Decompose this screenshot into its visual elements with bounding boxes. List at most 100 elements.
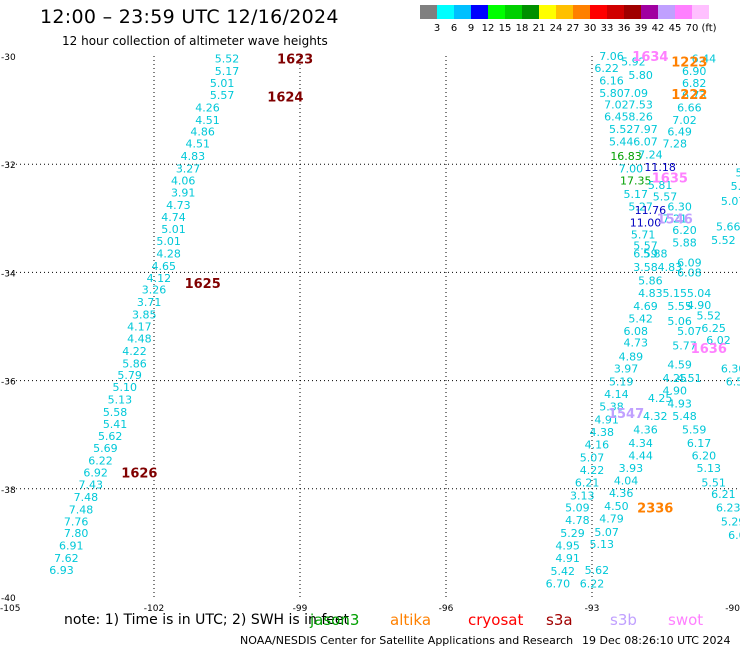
wave-height-value: 4.90 <box>687 299 712 312</box>
wave-height-value: 6.73 <box>682 89 707 102</box>
lon-tick-label: -105 <box>0 604 20 614</box>
wave-height-value: 7.80 <box>64 527 89 540</box>
wave-height-value: 6.02 <box>706 334 731 347</box>
legend-unit: (ft) <box>701 23 717 34</box>
wave-height-value: 5.62 <box>585 564 610 577</box>
wave-height-value: 4.86 <box>190 126 215 139</box>
wave-height-value: 5.41 <box>103 418 128 431</box>
map-title: 12:00 – 23:59 UTC 12/16/2024 <box>40 6 339 28</box>
lat-tick-label: -38 <box>1 486 16 496</box>
legend-label: 36 <box>617 23 631 34</box>
wave-height-value: 4.83 <box>638 287 663 300</box>
track-label: 2336 <box>637 502 673 517</box>
wave-height-value: 17.35 <box>620 174 652 187</box>
lon-tick-label: -90 <box>725 604 740 614</box>
wave-height-value: 7.48 <box>69 503 94 516</box>
wave-height-value: 4.25 <box>648 392 673 405</box>
wave-height-value: 5.34 <box>731 180 740 193</box>
wave-height-value: 6.22 <box>88 455 113 468</box>
wave-height-value: 5.04 <box>687 287 712 300</box>
wave-height-value: 5.52 <box>711 234 736 247</box>
wave-height-value: 4.26 <box>195 101 220 114</box>
legend-label: 39 <box>634 23 648 34</box>
track-label: 1636 <box>691 342 727 357</box>
wave-height-value: 6.22 <box>594 62 619 75</box>
wave-height-value: 5.44 <box>609 135 634 148</box>
legend-label: 9 <box>467 23 475 34</box>
wave-height-value: 5.07 <box>677 325 702 338</box>
legend-label: 33 <box>600 23 614 34</box>
lon-tick-label: -96 <box>439 604 454 614</box>
wave-height-value: 5.17 <box>215 65 240 78</box>
wave-height-value: 5.38 <box>599 401 624 414</box>
wave-height-value: 7.21 <box>662 212 687 225</box>
legend-swatch <box>539 5 556 19</box>
legend-swatch <box>675 5 692 19</box>
wave-height-value: 6.21 <box>711 488 736 501</box>
track-label: 1623 <box>277 53 313 68</box>
wave-height-value: 5.80 <box>599 87 624 100</box>
wave-height-value: 5.62 <box>98 430 123 443</box>
wave-height-value: 4.83 <box>181 150 206 163</box>
wave-height-value: 5.57 <box>210 89 235 102</box>
track-label: 1546 <box>657 212 693 227</box>
mission-jason3: jason3 <box>310 611 360 629</box>
wave-height-value: 3.58 <box>633 261 658 274</box>
wave-height-value: 6.90 <box>682 65 707 78</box>
wave-height-value: 7.28 <box>662 138 687 151</box>
wave-height-value: 5.57 <box>653 191 678 204</box>
wave-height-value: 6.91 <box>59 540 84 553</box>
wave-height-value: 3.97 <box>614 363 639 376</box>
wave-height-value: 5.86 <box>122 357 147 370</box>
wave-height-value: 4.36 <box>609 487 634 500</box>
wave-height-value: 5.59 <box>682 423 707 436</box>
legend-label: 21 <box>532 23 546 34</box>
wave-height-value: 4.69 <box>633 300 658 313</box>
wave-height-value: 6.08 <box>677 266 702 279</box>
wave-height-value: 7.62 <box>54 552 79 565</box>
track-label: 1626 <box>121 467 157 482</box>
wave-height-value: 6.44 <box>692 53 717 66</box>
wave-height-value: 11.00 <box>630 217 662 230</box>
legend-label: 30 <box>583 23 597 34</box>
track-label: 1547 <box>608 407 644 422</box>
wave-height-value: 7.02 <box>604 99 629 112</box>
wave-height-value: 5.01 <box>161 223 186 236</box>
wave-height-value: 6.45 <box>604 111 629 124</box>
wave-height-value: 4.79 <box>599 513 624 526</box>
track-labels: 1623162416251626163412231541222163515461… <box>121 50 727 517</box>
wave-height-value: 4.91 <box>555 552 580 565</box>
legend-swatch <box>624 5 641 19</box>
wave-height-value: 7.06 <box>599 50 624 63</box>
legend-label: 3 <box>433 23 441 34</box>
wave-height-value: 5.13 <box>697 462 722 475</box>
footnote: note: 1) Time is in UTC; 2) SWH is in fe… <box>64 612 350 628</box>
wave-height-value: 4.32 <box>643 410 668 423</box>
wave-height-value: 4.95 <box>555 540 580 553</box>
lat-tick-label: -34 <box>1 269 16 279</box>
wave-height-value: 4.25 <box>662 372 687 385</box>
wave-height-value: 4.28 <box>156 247 181 260</box>
wave-height-value: 4.44 <box>628 449 653 462</box>
wave-height-value: 3.93 <box>619 462 644 475</box>
wave-height-value: 4.36 <box>633 423 658 436</box>
wave-height-values: 5.525.175.015.574.264.514.864.514.833.27… <box>49 50 740 590</box>
wave-height-value: 5.07 <box>580 451 605 464</box>
legend-swatch <box>556 5 573 19</box>
wave-height-value: 5.29 <box>560 527 585 540</box>
wave-height-value: 4.93 <box>667 397 692 410</box>
wave-height-value: 5.58 <box>103 406 128 419</box>
credit-line: NOAA/NESDIS Center for Satellite Applica… <box>240 634 574 647</box>
wave-height-value: 6.56 <box>726 376 740 389</box>
lon-tick-label: -102 <box>144 604 164 614</box>
wave-height-value: 6.30 <box>721 363 740 376</box>
wave-height-value: 4.04 <box>614 475 639 488</box>
mission-swot: swot <box>668 611 704 629</box>
legend-swatch <box>692 5 709 19</box>
wave-height-value: 6.20 <box>672 224 697 237</box>
lon-tick-label: -99 <box>293 604 308 614</box>
wave-height-value: 7.53 <box>628 99 653 112</box>
wave-height-value: 5.52 <box>609 123 634 136</box>
legend-label: 24 <box>549 23 563 34</box>
wave-height-value: 3.26 <box>142 284 167 297</box>
